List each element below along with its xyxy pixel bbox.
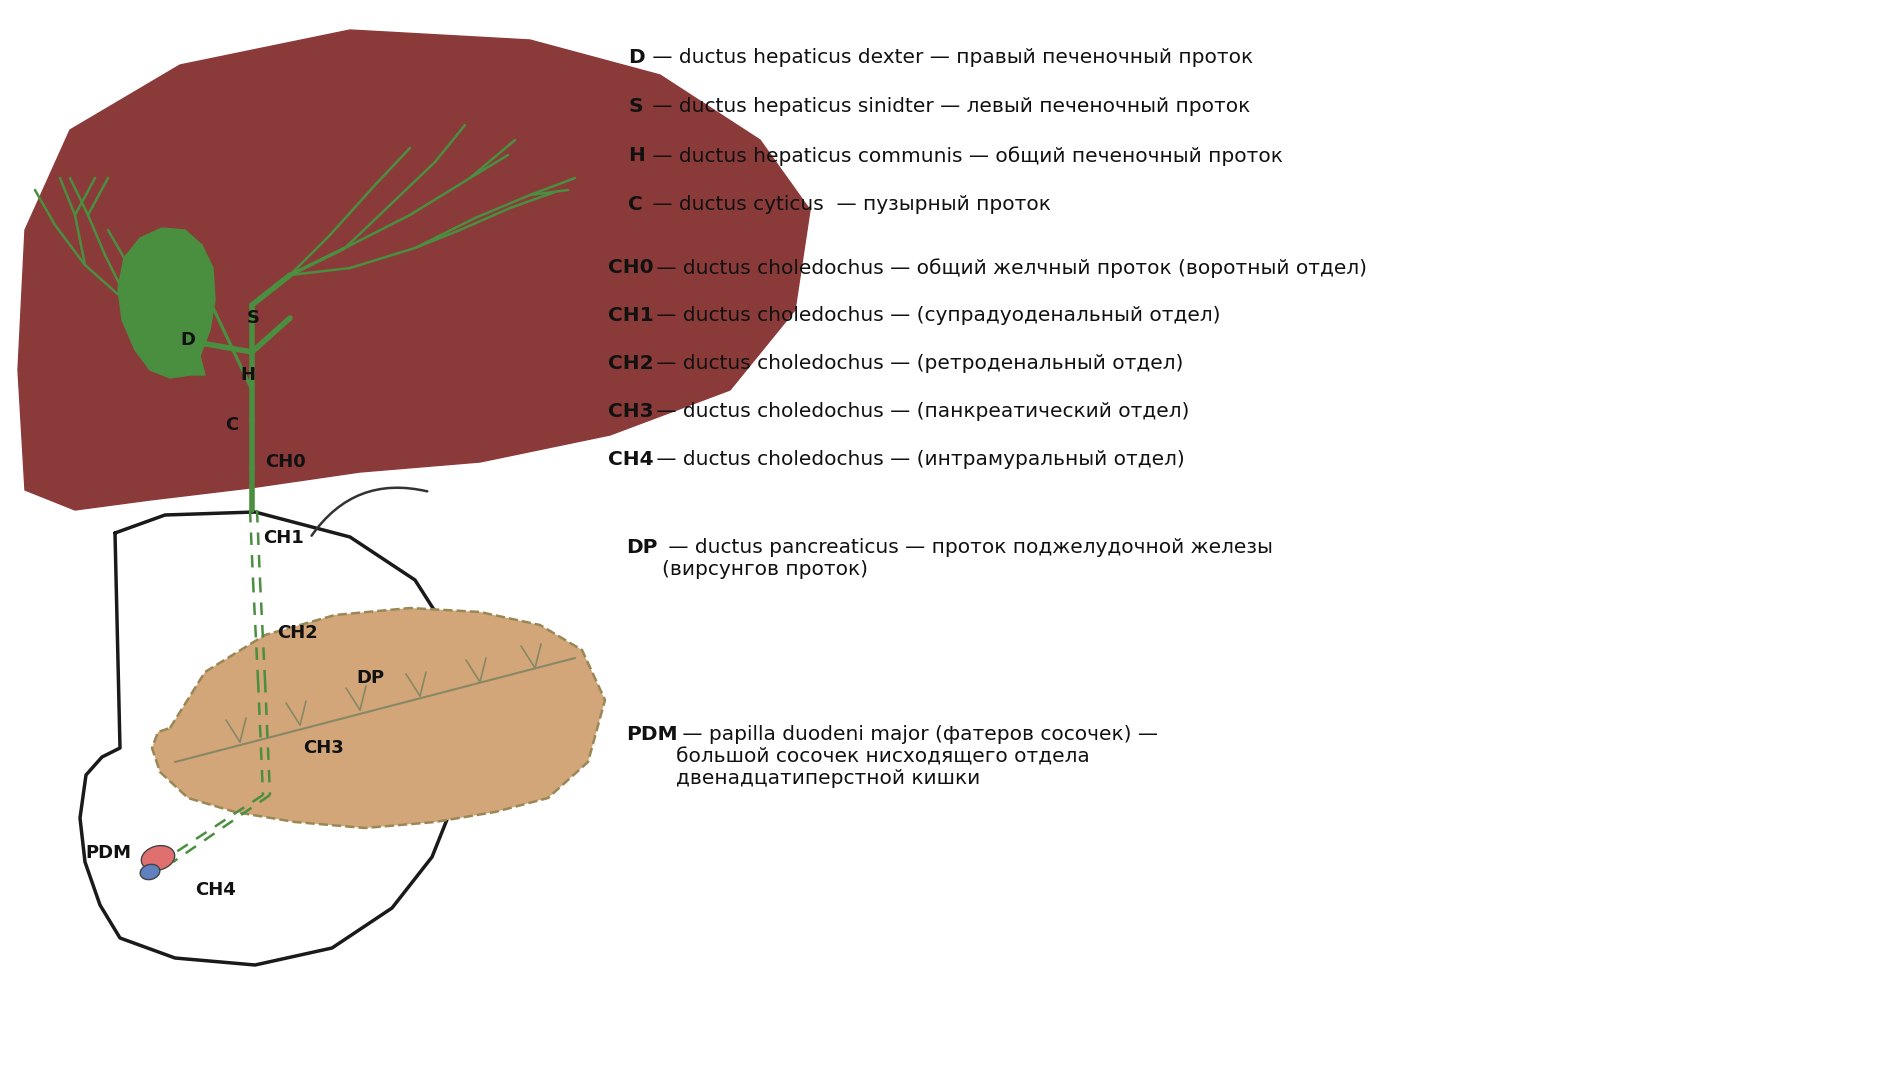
Text: — ductus pancreaticus — проток поджелудочной железы
(вирсунгов проток): — ductus pancreaticus — проток поджелудо…: [661, 538, 1271, 579]
Text: DP: DP: [625, 538, 657, 556]
Text: PDM: PDM: [85, 844, 130, 862]
Text: — ductus choledochus — (супрадуоденальный отдел): — ductus choledochus — (супрадуоденальны…: [650, 306, 1220, 325]
Polygon shape: [117, 228, 215, 378]
Text: H: H: [240, 366, 255, 384]
Text: CH0: CH0: [608, 258, 654, 277]
Text: CH3: CH3: [608, 402, 654, 421]
Ellipse shape: [142, 845, 174, 870]
Text: S: S: [246, 309, 259, 327]
Text: — ductus choledochus — (ретроденальный отдел): — ductus choledochus — (ретроденальный о…: [650, 354, 1183, 374]
Polygon shape: [19, 30, 810, 510]
Polygon shape: [151, 608, 604, 828]
Text: CH3: CH3: [302, 739, 344, 757]
Text: CH1: CH1: [263, 529, 304, 547]
Text: D: D: [181, 331, 195, 348]
Text: — ductus choledochus — (интрамуральный отдел): — ductus choledochus — (интрамуральный о…: [650, 450, 1184, 469]
Text: CH2: CH2: [278, 624, 317, 643]
Text: CH4: CH4: [195, 881, 236, 900]
Text: CH1: CH1: [608, 306, 654, 325]
Text: — papilla duodeni major (фатеров сосочек) —
большой сосочек нисходящего отдела
д: — papilla duodeni major (фатеров сосочек…: [676, 725, 1158, 788]
Text: CH0: CH0: [264, 453, 306, 472]
Text: — ductus cyticus  — пузырный проток: — ductus cyticus — пузырный проток: [646, 195, 1050, 215]
Ellipse shape: [140, 865, 161, 880]
Text: D: D: [627, 48, 644, 68]
Text: CH4: CH4: [608, 450, 654, 469]
Text: — ductus choledochus — общий желчный проток (воротный отдел): — ductus choledochus — общий желчный про…: [650, 258, 1366, 278]
Text: — ductus hepaticus sinidter — левый печеночный проток: — ductus hepaticus sinidter — левый пече…: [646, 97, 1251, 117]
Text: CH2: CH2: [608, 354, 654, 374]
Text: S: S: [627, 97, 642, 117]
Text: H: H: [627, 146, 644, 166]
Text: — ductus hepaticus communis — общий печеночный проток: — ductus hepaticus communis — общий пече…: [646, 146, 1283, 166]
Text: C: C: [225, 416, 238, 435]
Text: C: C: [627, 195, 642, 215]
Text: DP: DP: [355, 669, 383, 687]
Text: PDM: PDM: [625, 725, 678, 744]
Text: — ductus choledochus — (панкреатический отдел): — ductus choledochus — (панкреатический …: [650, 402, 1188, 421]
Text: — ductus hepaticus dexter — правый печеночный проток: — ductus hepaticus dexter — правый печен…: [646, 48, 1252, 68]
